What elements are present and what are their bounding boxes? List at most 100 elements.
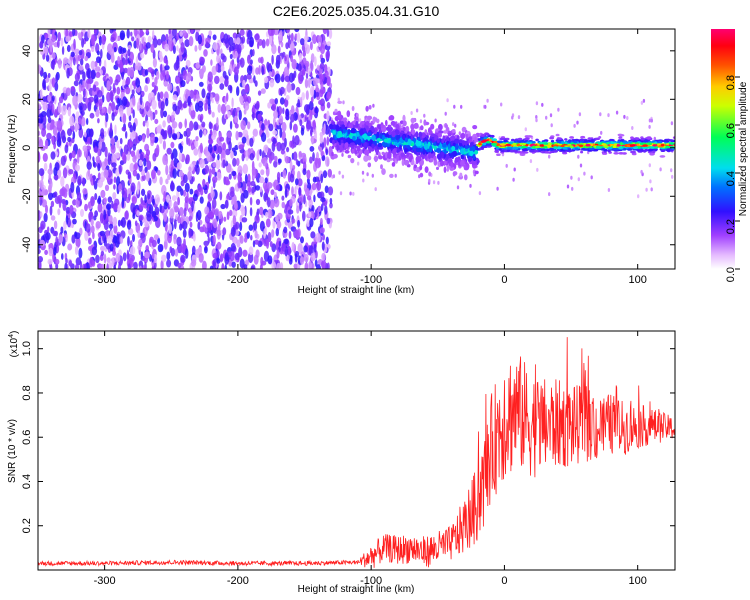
heatmap-cell <box>428 171 432 177</box>
heatmap-cell <box>55 73 59 84</box>
heatmap-cell <box>342 100 345 105</box>
heatmap-cell <box>281 195 285 201</box>
heatmap-cell <box>122 113 127 124</box>
heatmap-cell <box>151 169 156 180</box>
heatmap-cell <box>65 206 71 214</box>
heatmap-cell <box>350 127 356 134</box>
heatmap-cell <box>179 133 184 139</box>
heatmap-cell <box>242 249 248 257</box>
heatmap-cell <box>215 158 221 170</box>
heatmap-cell <box>331 151 334 157</box>
heatmap-cell <box>410 111 413 115</box>
heatmap-cell <box>42 101 48 111</box>
heatmap-cell <box>477 138 482 141</box>
heatmap-cell <box>308 211 312 218</box>
heatmap-cell <box>39 41 44 49</box>
heatmap-cell <box>392 148 397 156</box>
heatmap-cell <box>430 123 435 130</box>
heatmap-cell <box>381 151 385 155</box>
heatmap-cell <box>266 61 270 71</box>
heatmap-cell <box>136 173 140 181</box>
heatmap-cell <box>334 115 340 122</box>
heatmap-cell <box>197 34 203 45</box>
heatmap-cell <box>101 141 106 153</box>
heatmap-cell <box>114 198 120 206</box>
heatmap-cell <box>105 112 109 123</box>
heatmap-cell <box>290 105 295 115</box>
heatmap-cell <box>151 210 157 218</box>
heatmap-cell <box>267 182 273 189</box>
heatmap-cell <box>510 138 515 142</box>
heatmap-cell <box>226 92 229 102</box>
heatmap-cell <box>147 67 153 73</box>
heatmap-cell <box>438 130 444 134</box>
heatmap-cell <box>601 143 606 146</box>
heatmap-cell <box>486 98 489 103</box>
heatmap-cell <box>243 237 248 243</box>
heatmap-cell <box>244 173 248 184</box>
heatmap-cell <box>154 109 158 115</box>
heatmap-cell <box>246 73 252 80</box>
heatmap-cell <box>612 147 619 151</box>
heatmap-cell <box>163 56 167 64</box>
heatmap-cell <box>372 116 377 124</box>
heatmap-cell <box>51 52 56 60</box>
heatmap-cell <box>328 29 333 39</box>
heatmap-cell <box>265 238 270 249</box>
heatmap-cell <box>170 141 175 149</box>
heatmap-cell <box>380 124 385 129</box>
heatmap-cell <box>202 260 207 269</box>
heatmap-cell <box>289 160 293 171</box>
heatmap-cell <box>253 221 258 231</box>
heatmap-cell <box>343 117 348 122</box>
heatmap-cell <box>282 169 287 179</box>
heatmap-cell <box>246 180 251 187</box>
heatmap-cell <box>185 59 191 67</box>
heatmap-cell <box>116 140 120 149</box>
heatmap-cell <box>291 58 297 70</box>
heatmap-cell <box>85 223 91 233</box>
heatmap-cell <box>241 153 245 162</box>
heatmap-cell <box>101 106 106 114</box>
heatmap-cell <box>190 259 197 267</box>
heatmap-cell <box>281 201 286 209</box>
heatmap-cell <box>208 143 213 154</box>
heatmap-cell <box>151 99 157 110</box>
heatmap-cell <box>176 45 179 52</box>
heatmap-cell <box>111 162 117 168</box>
heatmap-cell <box>288 245 291 256</box>
heatmap-cell <box>513 167 516 172</box>
heatmap-cell <box>424 166 429 174</box>
heatmap-cell <box>232 110 235 118</box>
heatmap-cell <box>291 218 296 224</box>
heatmap-cell <box>332 139 335 145</box>
heatmap-cell <box>300 127 305 136</box>
heatmap-cell <box>269 35 273 46</box>
heatmap-cell <box>552 150 558 153</box>
heatmap-cell <box>162 140 166 150</box>
heatmap-cell <box>110 144 116 154</box>
heatmap-cell <box>133 40 137 49</box>
heatmap-cell <box>276 262 282 269</box>
heatmap-cell <box>329 202 333 209</box>
heatmap-cell <box>506 149 510 152</box>
heatmap-cell <box>188 215 192 222</box>
heatmap-cell <box>461 126 467 133</box>
heatmap-cell <box>135 77 141 88</box>
heatmap-cell <box>45 232 51 241</box>
heatmap-cell <box>579 163 583 168</box>
heatmap-cell <box>200 113 204 121</box>
snr-x-label: Height of straight line (km) <box>298 584 415 595</box>
heatmap-cell <box>74 95 78 106</box>
heatmap-cell <box>52 126 58 136</box>
heatmap-cell <box>228 141 232 151</box>
heatmap-cell <box>607 113 610 118</box>
heatmap-cell <box>271 261 276 269</box>
heatmap-cell <box>389 173 394 178</box>
heatmap-cell <box>445 124 448 128</box>
heatmap-cell <box>649 153 655 156</box>
heatmap-cell <box>495 149 499 152</box>
heatmap-cell <box>190 29 194 35</box>
heatmap-cell <box>284 97 289 108</box>
heatmap-cell <box>666 148 670 152</box>
